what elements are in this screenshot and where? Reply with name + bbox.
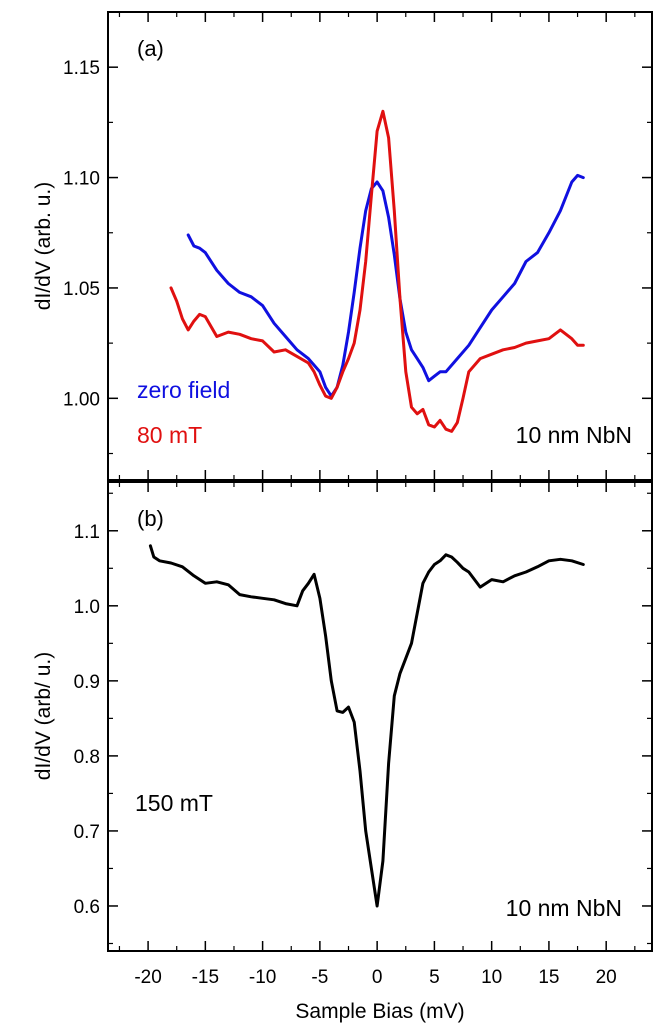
y-tick-label-b: 0.7 [74,822,100,843]
y-tick-label-b: 0.9 [74,672,100,693]
panel-a-ticks [108,11,652,480]
panel-a-sample-label: 10 nm NbN [516,422,632,448]
y-tick-label-a: 1.10 [63,169,100,190]
x-tick-label: -20 [134,967,161,988]
x-tick-label: -5 [311,967,328,988]
panel-b-x-tick-labels: -20 -15 -10 -5 0 5 10 15 20 [134,967,616,988]
series-line-zero-field [186,173,585,398]
series-line-150-mt [148,544,585,908]
y-tick-label-a: 1.00 [63,389,100,410]
y-tick-label-b: 1.0 [74,597,100,618]
panel-b: 0.6 0.7 0.8 0.9 1.0 1.1 -20 -15 -10 -5 0 5 10 15 20 (… [32,481,653,1023]
panel-b-sample-label: 10 nm NbN [506,895,622,921]
y-tick-label-b: 0.8 [74,747,100,768]
x-tick-label: -10 [249,967,276,988]
x-tick-label: 5 [429,967,440,988]
panel-a-lines [169,109,585,433]
panel-a-label: (a) [137,36,164,61]
panel-a-y-tick-labels: 1.00 1.05 1.10 1.15 [63,58,100,410]
legend-80mt: 80 mT [137,422,202,448]
x-tick-label: -15 [192,967,219,988]
panel-b-frame [107,481,653,952]
x-tick-label: 10 [481,967,502,988]
panel-a-frame [107,11,653,481]
panel-b-xlabel: Sample Bias (mV) [295,1000,464,1023]
y-tick-label-a: 1.05 [63,279,100,300]
legend-zero-field: zero field [137,377,230,403]
panel-b-ticks [108,482,652,951]
panel-b-label: (b) [137,506,164,531]
panel-b-ylabel: dI/dV (arb/ u.) [32,652,55,780]
series-line-80-mt [169,109,585,433]
panel-b-lines [148,544,585,908]
panel-b-y-tick-labels: 0.6 0.7 0.8 0.9 1.0 1.1 [74,522,100,918]
y-tick-label-a: 1.15 [63,58,100,79]
panel-a: 1.00 1.05 1.10 1.15 (a) dI/dV (arb. u.) zer… [32,11,653,481]
panel-b-field-label: 150 mT [135,790,213,816]
x-tick-label: 0 [372,967,383,988]
x-tick-label: 15 [538,967,559,988]
x-tick-label: 20 [596,967,617,988]
y-tick-label-b: 0.6 [74,897,100,918]
panel-a-ylabel: dI/dV (arb. u.) [32,182,55,310]
y-tick-label-b: 1.1 [74,522,100,543]
